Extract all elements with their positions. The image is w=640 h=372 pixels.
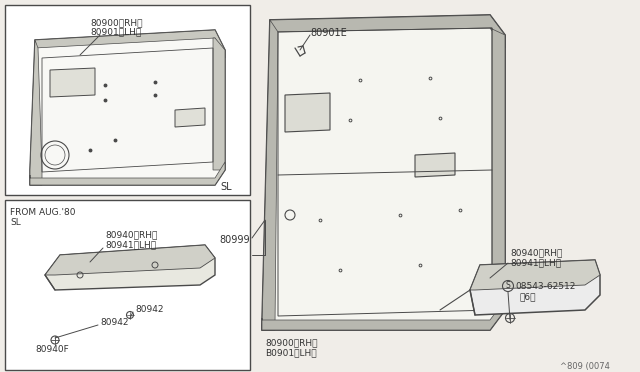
- Text: 80999: 80999: [220, 235, 250, 245]
- Polygon shape: [262, 20, 278, 330]
- Text: 80901〈LH〉: 80901〈LH〉: [90, 27, 141, 36]
- Text: B0901〈LH〉: B0901〈LH〉: [265, 348, 317, 357]
- Text: SL: SL: [220, 182, 232, 192]
- Polygon shape: [30, 30, 225, 185]
- Polygon shape: [45, 245, 215, 290]
- Text: SL: SL: [10, 218, 20, 227]
- Text: 80940F: 80940F: [35, 345, 68, 354]
- Text: 80942: 80942: [135, 305, 163, 314]
- Polygon shape: [45, 245, 215, 275]
- Polygon shape: [270, 15, 505, 48]
- Text: FROM AUG.'80: FROM AUG.'80: [10, 208, 76, 217]
- Text: 80900〈RH〉: 80900〈RH〉: [265, 338, 317, 347]
- Text: 〈6〉: 〈6〉: [520, 292, 536, 301]
- Polygon shape: [415, 153, 455, 177]
- Polygon shape: [262, 15, 505, 330]
- Polygon shape: [35, 30, 225, 58]
- Text: 80940〈RH〉: 80940〈RH〉: [510, 248, 563, 257]
- Text: 80942: 80942: [100, 318, 129, 327]
- Text: 80941〈LH〉: 80941〈LH〉: [105, 240, 156, 249]
- Text: 80901E: 80901E: [310, 28, 347, 38]
- Text: ^809 (0074: ^809 (0074: [560, 362, 610, 371]
- Text: 80940〈RH〉: 80940〈RH〉: [105, 230, 157, 239]
- Polygon shape: [262, 300, 505, 330]
- Text: 80941〈LH〉: 80941〈LH〉: [510, 258, 561, 267]
- Polygon shape: [490, 28, 505, 310]
- Polygon shape: [470, 260, 600, 315]
- Text: S: S: [506, 282, 510, 291]
- Polygon shape: [285, 93, 330, 132]
- Polygon shape: [213, 38, 225, 170]
- Polygon shape: [30, 162, 225, 185]
- Polygon shape: [30, 40, 42, 185]
- Polygon shape: [175, 108, 205, 127]
- Bar: [5, 200, 250, 370]
- Polygon shape: [470, 260, 600, 290]
- Text: 08543-62512: 08543-62512: [515, 282, 575, 291]
- Bar: [5, 5, 250, 195]
- Text: 80900〈RH〉: 80900〈RH〉: [90, 18, 143, 27]
- Polygon shape: [50, 68, 95, 97]
